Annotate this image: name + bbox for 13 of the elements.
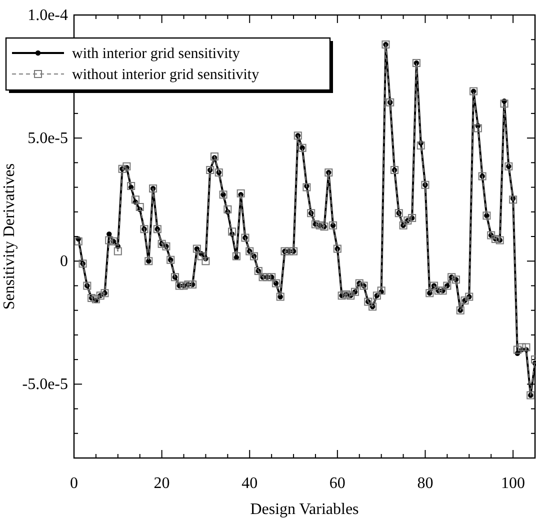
- x-tick-label: 80: [417, 475, 434, 492]
- y-tick-label: 5.0e-5: [28, 130, 68, 148]
- y-tick-label: 1.0e-4: [28, 7, 68, 24]
- y-tick-label: -5.0e-5: [22, 376, 68, 394]
- y-axis-title: Sensitivity Derivatives: [1, 163, 18, 310]
- x-axis-title: Design Variables: [250, 501, 359, 518]
- legend-label: with interior grid sensitivity: [72, 46, 240, 62]
- x-tick-label: 40: [242, 475, 258, 492]
- x-tick-label: 100: [501, 475, 526, 492]
- x-tick-label: 20: [154, 475, 170, 492]
- x-tick-label: 60: [329, 475, 346, 492]
- legend-label: without interior grid sensitivity: [72, 67, 260, 83]
- y-tick-label: 0: [60, 253, 68, 270]
